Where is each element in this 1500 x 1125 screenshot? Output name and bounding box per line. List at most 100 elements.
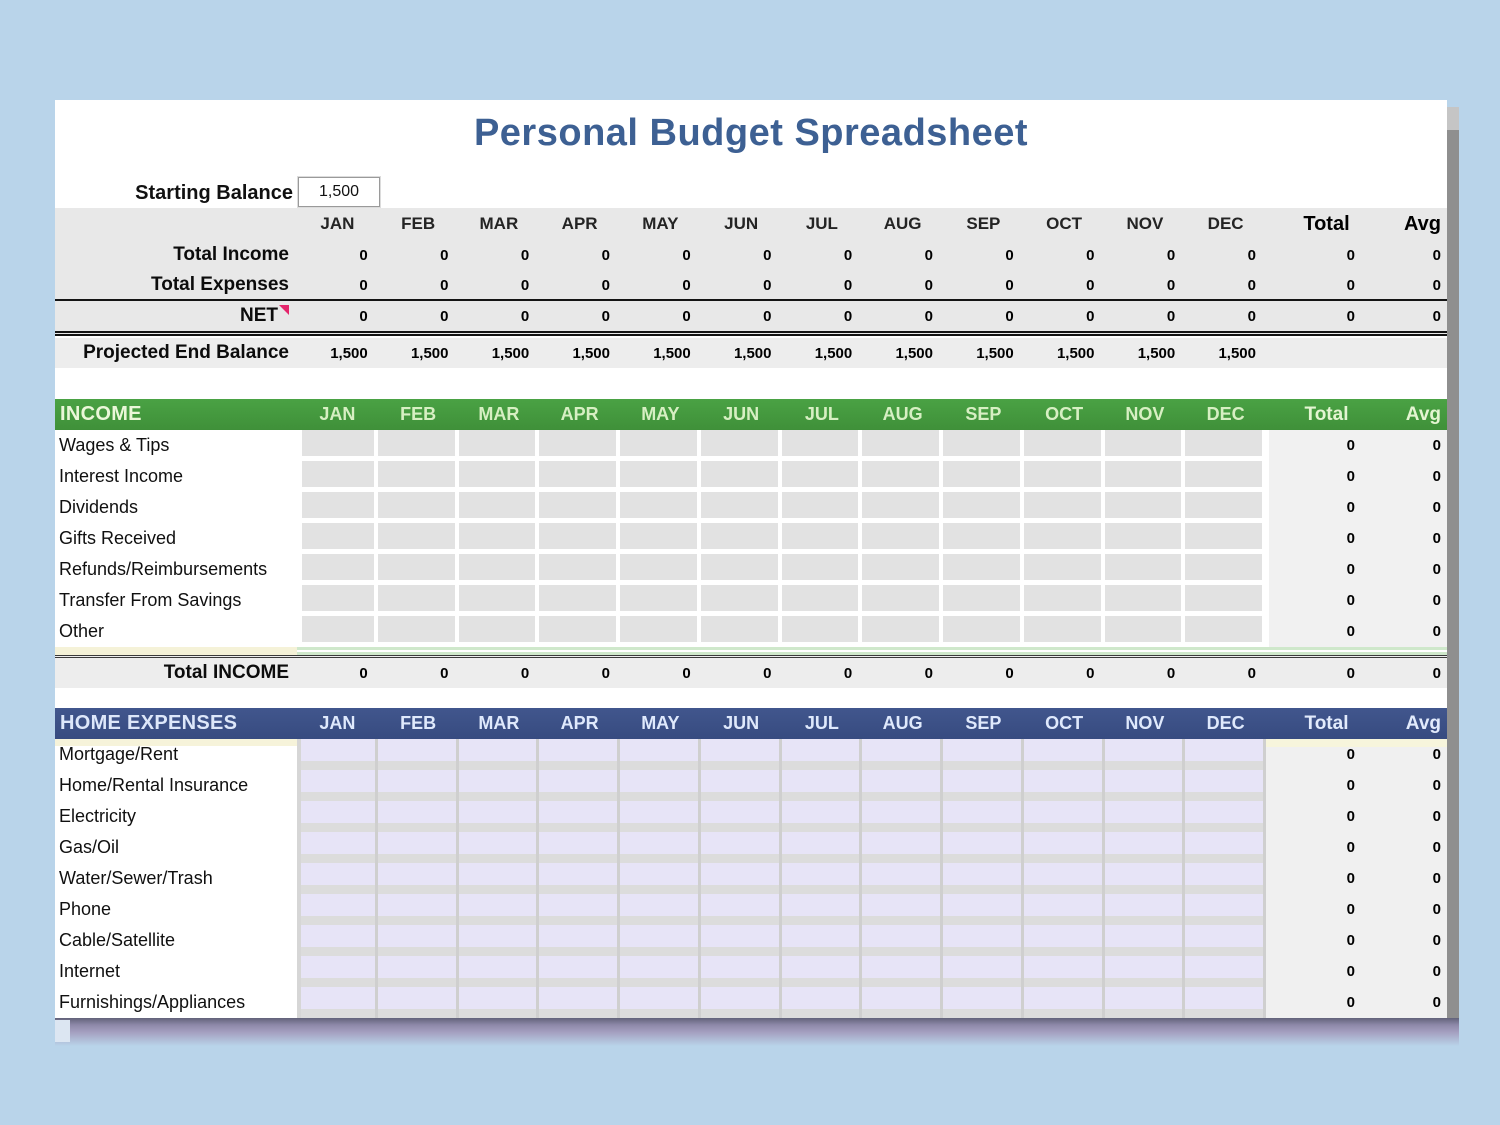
empty-month-cell[interactable] (700, 739, 782, 770)
empty-month-cell[interactable] (943, 492, 1024, 523)
empty-month-cell[interactable] (781, 585, 863, 616)
month-value-cell[interactable]: 0 (1166, 246, 1176, 264)
total-value-cell[interactable]: 0 (1266, 554, 1387, 585)
month-value-cell[interactable]: 0 (763, 246, 772, 264)
empty-month-cell[interactable] (377, 956, 459, 987)
month-value-cell[interactable]: 0 (1005, 664, 1014, 682)
month-value-cell[interactable]: 1,500 (733, 344, 772, 362)
empty-month-cell[interactable] (620, 956, 701, 987)
summary-row-label[interactable]: Total INCOME (163, 662, 289, 683)
empty-month-cell[interactable] (377, 987, 459, 1018)
empty-month-cell[interactable] (1104, 863, 1186, 894)
avg-value-cell[interactable]: 0 (1387, 585, 1447, 616)
month-value-cell[interactable]: 0 (763, 276, 772, 294)
empty-month-cell[interactable] (1185, 554, 1266, 585)
empty-month-cell[interactable] (377, 925, 459, 956)
month-value-cell[interactable]: 0 (1166, 664, 1176, 682)
empty-month-cell[interactable] (700, 832, 782, 863)
empty-month-cell[interactable] (1104, 616, 1186, 647)
row-label-cell[interactable]: Transfer From Savings (55, 585, 297, 616)
empty-month-cell[interactable] (539, 832, 620, 863)
row-label-cell[interactable]: Refunds/Reimbursements (55, 554, 297, 585)
total-value-cell[interactable]: 0 (1266, 585, 1387, 616)
empty-month-cell[interactable] (781, 925, 863, 956)
total-value-cell[interactable]: 0 (1266, 987, 1387, 1018)
empty-month-cell[interactable] (943, 987, 1024, 1018)
total-value-cell[interactable]: 0 (1266, 894, 1387, 925)
month-value-cell[interactable]: 0 (843, 246, 853, 264)
empty-month-cell[interactable] (297, 894, 378, 925)
month-value-cell[interactable]: 1,500 (814, 344, 853, 362)
empty-month-cell[interactable] (620, 894, 701, 925)
empty-month-cell[interactable] (1023, 925, 1105, 956)
empty-month-cell[interactable] (377, 461, 459, 492)
total-value-cell[interactable]: 0 (1266, 523, 1387, 554)
row-label-cell[interactable]: Water/Sewer/Trash (55, 863, 297, 894)
empty-month-cell[interactable] (620, 523, 701, 554)
empty-month-cell[interactable] (781, 492, 863, 523)
empty-month-cell[interactable] (862, 801, 943, 832)
empty-month-cell[interactable] (943, 739, 1024, 770)
empty-month-cell[interactable] (943, 832, 1024, 863)
empty-month-cell[interactable] (1104, 987, 1186, 1018)
empty-month-cell[interactable] (781, 523, 863, 554)
empty-month-cell[interactable] (781, 894, 863, 925)
empty-month-cell[interactable] (862, 770, 943, 801)
empty-month-cell[interactable] (377, 430, 459, 461)
row-label-cell[interactable]: Cable/Satellite (55, 925, 297, 956)
month-value-cell[interactable]: 0 (763, 307, 772, 325)
empty-month-cell[interactable] (943, 554, 1024, 585)
month-value-cell[interactable]: 1,500 (491, 344, 530, 362)
empty-month-cell[interactable] (1023, 492, 1105, 523)
empty-month-cell[interactable] (862, 492, 943, 523)
total-value-cell[interactable] (1266, 338, 1387, 368)
empty-month-cell[interactable] (862, 956, 943, 987)
total-value-cell[interactable]: 0 (1266, 430, 1387, 461)
total-value-cell[interactable]: 0 (1266, 832, 1387, 863)
empty-month-cell[interactable] (297, 956, 378, 987)
empty-month-cell[interactable] (781, 863, 863, 894)
empty-month-cell[interactable] (297, 739, 378, 770)
empty-month-cell[interactable] (297, 925, 378, 956)
empty-month-cell[interactable] (377, 523, 459, 554)
empty-month-cell[interactable] (458, 616, 540, 647)
empty-month-cell[interactable] (458, 925, 540, 956)
empty-month-cell[interactable] (700, 523, 782, 554)
empty-month-cell[interactable] (297, 430, 378, 461)
empty-month-cell[interactable] (458, 739, 540, 770)
empty-month-cell[interactable] (297, 863, 378, 894)
summary-row-label[interactable]: Total Income (173, 244, 289, 265)
starting-balance-input[interactable] (298, 177, 380, 207)
month-value-cell[interactable]: 0 (520, 276, 530, 294)
empty-month-cell[interactable] (620, 801, 701, 832)
empty-month-cell[interactable] (781, 832, 863, 863)
month-value-cell[interactable]: 1,500 (895, 344, 933, 362)
empty-month-cell[interactable] (700, 770, 782, 801)
empty-month-cell[interactable] (943, 770, 1024, 801)
empty-month-cell[interactable] (1104, 585, 1186, 616)
empty-month-cell[interactable] (539, 585, 620, 616)
empty-month-cell[interactable] (458, 832, 540, 863)
empty-month-cell[interactable] (781, 461, 863, 492)
month-value-cell[interactable]: 0 (682, 276, 691, 294)
empty-month-cell[interactable] (1023, 832, 1105, 863)
row-label-cell[interactable]: Internet (55, 956, 297, 987)
summary-row-label[interactable]: Total Expenses (151, 274, 289, 295)
empty-month-cell[interactable] (297, 461, 378, 492)
empty-month-cell[interactable] (1185, 894, 1266, 925)
empty-month-cell[interactable] (377, 739, 459, 770)
month-value-cell[interactable]: 1,500 (1218, 344, 1256, 362)
empty-month-cell[interactable] (781, 987, 863, 1018)
empty-month-cell[interactable] (620, 461, 701, 492)
empty-month-cell[interactable] (943, 461, 1024, 492)
row-label-cell[interactable]: Dividends (55, 492, 297, 523)
empty-month-cell[interactable] (1185, 739, 1266, 770)
empty-month-cell[interactable] (377, 801, 459, 832)
month-value-cell[interactable]: 0 (1166, 276, 1176, 294)
month-value-cell[interactable]: 1,500 (1056, 344, 1095, 362)
empty-month-cell[interactable] (862, 925, 943, 956)
avg-value-cell[interactable]: 0 (1432, 664, 1441, 682)
empty-month-cell[interactable] (1104, 492, 1186, 523)
month-value-cell[interactable]: 0 (843, 276, 853, 294)
empty-month-cell[interactable] (1185, 832, 1266, 863)
